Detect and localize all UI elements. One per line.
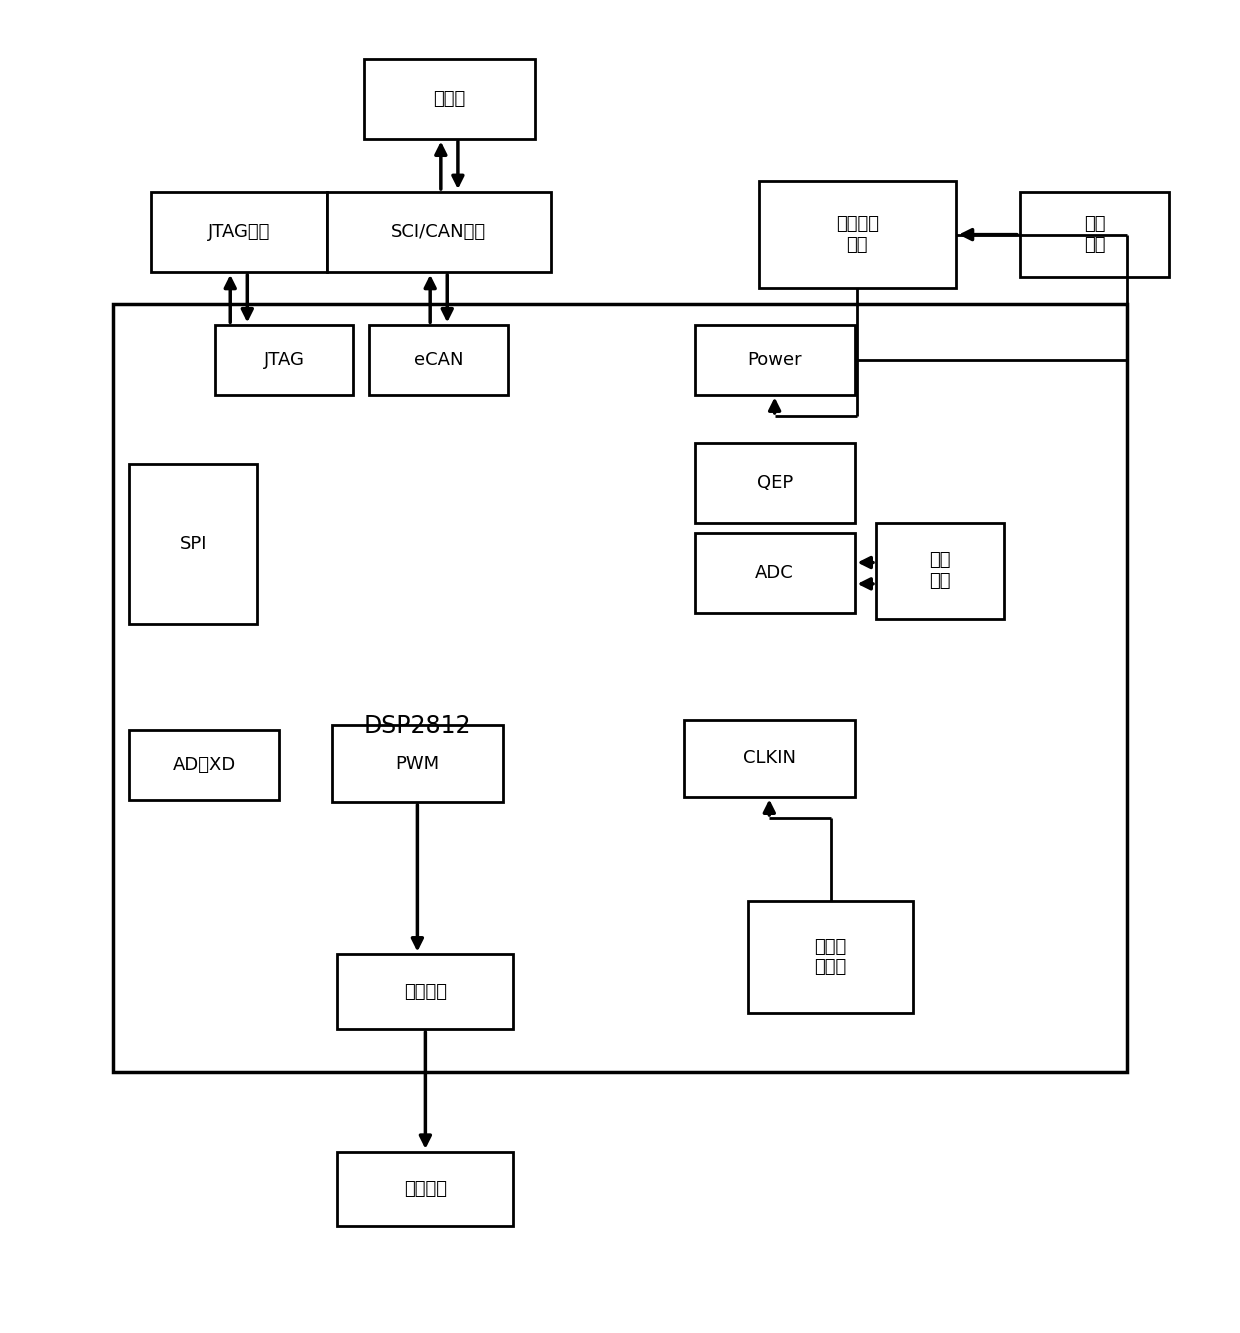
Text: 指令输出: 指令输出	[404, 1180, 446, 1198]
Bar	[332, 725, 502, 802]
Text: 上位机: 上位机	[433, 89, 465, 108]
Text: 电源
输入: 电源 输入	[1084, 215, 1105, 255]
Bar	[694, 325, 854, 395]
Text: 遥测
信号: 遥测 信号	[929, 551, 951, 591]
Text: 时钟复
位电路: 时钟复 位电路	[815, 937, 847, 977]
Bar	[129, 464, 258, 624]
Text: Power: Power	[748, 351, 802, 369]
Bar	[1019, 192, 1169, 277]
Bar	[684, 720, 854, 797]
Text: AD、XD: AD、XD	[172, 756, 236, 774]
Text: CLKIN: CLKIN	[743, 749, 796, 768]
Bar	[337, 1152, 513, 1226]
Bar	[113, 304, 1126, 1072]
Bar	[326, 192, 551, 272]
Bar	[875, 523, 1004, 619]
Text: eCAN: eCAN	[414, 351, 464, 369]
Bar	[370, 325, 508, 395]
Text: SPI: SPI	[180, 535, 207, 553]
Text: JTAG: JTAG	[264, 351, 305, 369]
Bar	[759, 181, 956, 288]
Text: ADC: ADC	[755, 564, 794, 583]
Text: JTAG仿真: JTAG仿真	[207, 223, 270, 241]
Text: DSP2812: DSP2812	[363, 714, 471, 738]
Text: 电平转换: 电平转换	[404, 982, 446, 1001]
Text: QEP: QEP	[756, 473, 792, 492]
Bar	[129, 730, 279, 800]
Bar	[748, 901, 913, 1013]
Bar	[365, 59, 534, 139]
Text: PWM: PWM	[396, 754, 439, 773]
Bar	[337, 954, 513, 1029]
Bar	[151, 192, 326, 272]
Bar	[694, 533, 854, 613]
Bar	[694, 443, 854, 523]
Bar	[215, 325, 353, 395]
Text: SCI/CAN通信: SCI/CAN通信	[391, 223, 486, 241]
Text: 电源处理
模块: 电源处理 模块	[836, 215, 879, 255]
